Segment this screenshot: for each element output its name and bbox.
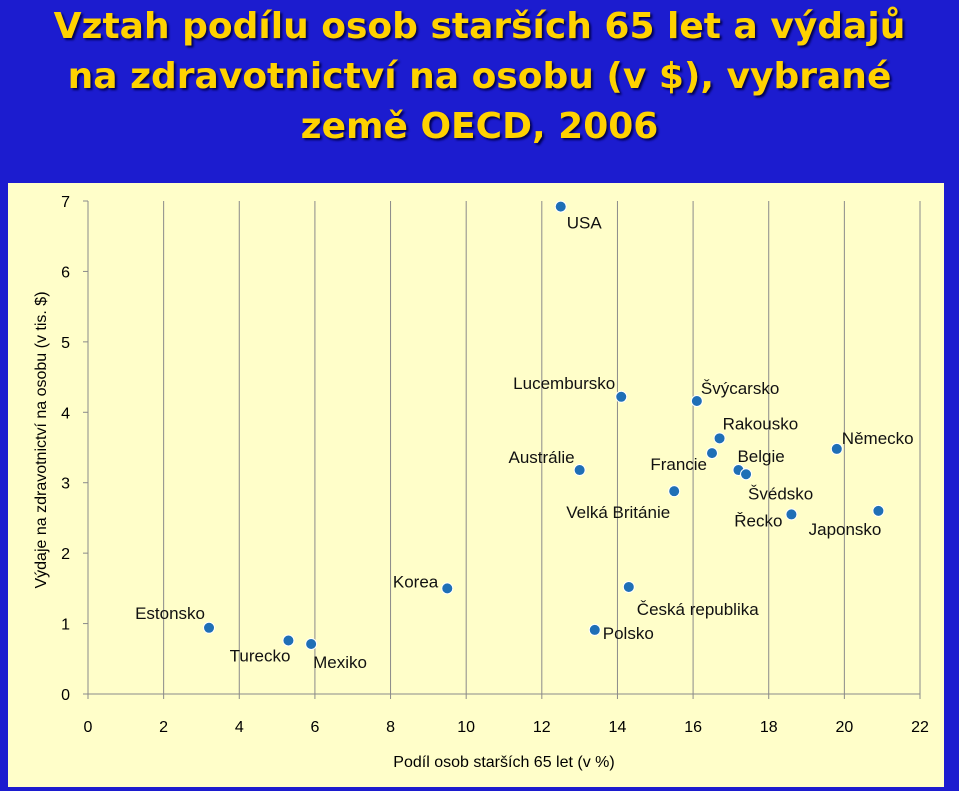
- x-tick-label: 12: [533, 719, 551, 736]
- point-10: [830, 442, 843, 455]
- title-line-1: Vztah podílu osob starších 65 let a výda…: [53, 6, 906, 47]
- axes: [83, 200, 921, 699]
- point-label: Polsko: [603, 624, 654, 643]
- point-label: Švédsko: [748, 484, 813, 503]
- point-16: [282, 634, 295, 647]
- x-tick-label: 20: [835, 719, 853, 736]
- point-label: Německo: [842, 429, 914, 448]
- x-tick-label: 10: [457, 719, 475, 736]
- point-label: Mexiko: [313, 653, 367, 672]
- point-label: Austrálie: [508, 448, 574, 467]
- x-axis-title: Podíl osob starších 65 let (v %): [393, 754, 614, 771]
- point-4: [706, 447, 718, 460]
- y-tick-label: 3: [61, 476, 70, 493]
- data-points: [203, 200, 885, 650]
- point-label: Lucembursko: [513, 374, 615, 393]
- point-2: [690, 395, 703, 408]
- point-15: [203, 621, 216, 634]
- x-tick-label: 6: [310, 719, 319, 736]
- x-tick-label: 8: [386, 719, 395, 736]
- point-13: [622, 580, 635, 593]
- point-label: Řecko: [734, 511, 782, 530]
- title-line-3: země OECD, 2006: [300, 106, 659, 147]
- point-11: [872, 504, 885, 517]
- point-label: Estonsko: [135, 604, 205, 623]
- point-label: Švýcarsko: [701, 379, 779, 398]
- y-tick-label: 2: [61, 546, 70, 563]
- x-tick-label: 14: [609, 719, 627, 736]
- y-tick-label: 4: [61, 405, 70, 422]
- data-labels: USA Lucembursko Švýcarsko Rakousko Francie Be…: [135, 214, 914, 672]
- point-3: [713, 432, 726, 445]
- y-tick-label: 1: [61, 617, 70, 634]
- x-tick-label: 18: [760, 719, 778, 736]
- y-tick-label: 6: [61, 264, 70, 281]
- point-6: [740, 468, 753, 481]
- point-label: Rakousko: [723, 414, 799, 433]
- x-tick-label: 4: [235, 719, 244, 736]
- x-tick-label: 0: [84, 719, 93, 736]
- point-label: Belgie: [737, 447, 784, 466]
- point-label: Velká Británie: [566, 503, 670, 522]
- point-label: Korea: [393, 572, 439, 591]
- point-label: Francie: [650, 455, 707, 474]
- y-tick-label: 0: [61, 687, 70, 704]
- point-0: [554, 200, 567, 213]
- x-tick-label: 16: [684, 719, 702, 736]
- y-axis-title: Výdaje na zdravotnictví na osobu (v tis.…: [33, 291, 50, 588]
- title-line-2: na zdravotnictví na osobu (v $), vybrané: [67, 56, 892, 97]
- x-tick-label: 22: [911, 719, 929, 736]
- x-tick-label: 2: [159, 719, 168, 736]
- point-8: [668, 485, 681, 498]
- chart-title: Vztah podílu osob starších 65 let a výda…: [0, 2, 959, 152]
- point-label: Česká republika: [637, 600, 759, 619]
- point-12: [441, 582, 454, 595]
- y-tick-label: 5: [61, 335, 70, 352]
- point-1: [615, 390, 628, 403]
- point-14: [588, 623, 601, 636]
- y-tick-label: 7: [61, 194, 70, 211]
- point-9: [785, 508, 798, 521]
- point-label: Turecko: [230, 646, 291, 665]
- point-17: [305, 637, 318, 650]
- grid: [163, 201, 921, 694]
- point-label: USA: [567, 214, 603, 233]
- point-label: Japonsko: [809, 520, 882, 539]
- point-7: [573, 464, 586, 477]
